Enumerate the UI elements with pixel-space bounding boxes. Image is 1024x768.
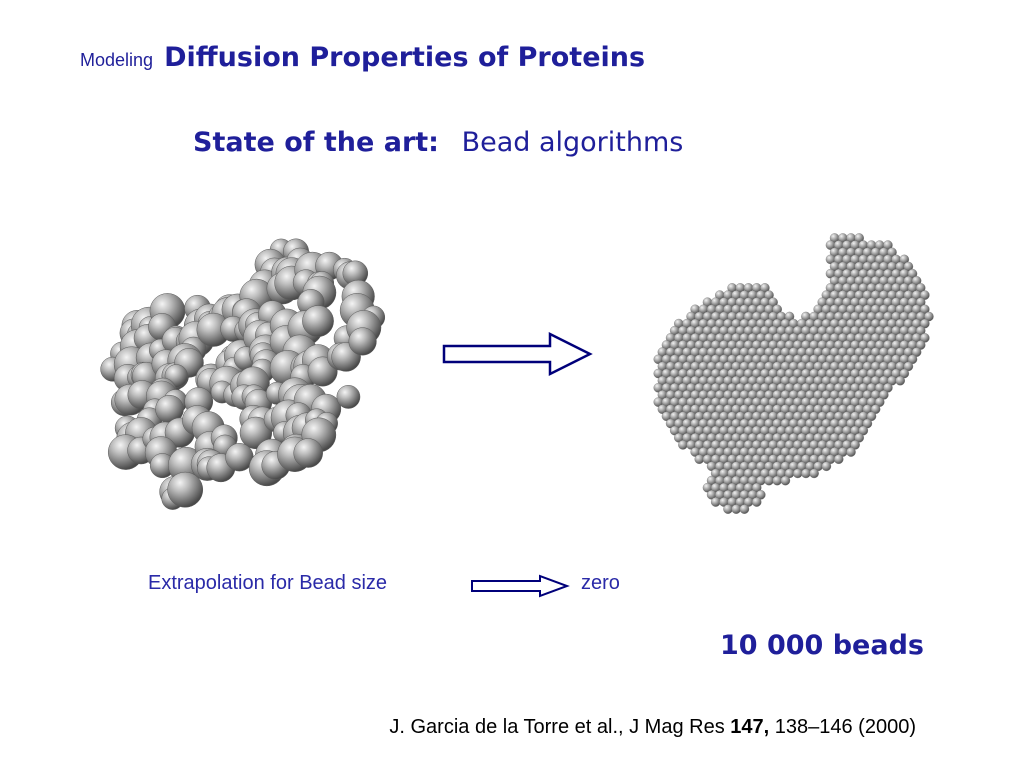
bead-sphere [920,318,930,329]
bead-sphere [915,283,926,293]
bead-sphere [723,504,733,514]
bead-sphere [854,233,864,243]
subtitle-bold: State of the art: [193,127,439,158]
bead-sphere [821,461,832,472]
bead-sphere [768,297,778,307]
bead-sphere [879,390,889,400]
bead-sphere [792,468,803,479]
slide-subtitle: State of the art: Bead algorithms [193,127,683,158]
bead-sphere [899,254,910,265]
atom-sphere [348,327,377,356]
bead-sphere [772,304,782,315]
bead-sphere [694,454,705,464]
bead-sphere [710,497,721,507]
slide-title-row: Modeling Diffusion Properties of Protein… [80,42,645,73]
bead-sphere [874,397,885,407]
slide-title: Diffusion Properties of Proteins [164,42,646,73]
protein-bead-model-image [653,233,934,514]
bead-sphere [895,375,905,386]
subtitle-normal: Bead algorithms [461,127,684,158]
bead-sphere [731,504,741,514]
bead-sphere [751,482,762,493]
bead-sphere [764,475,774,486]
title-prefix: Modeling [80,50,154,70]
bead-sphere [833,454,844,464]
bead-sphere [862,418,873,429]
bead-sphere [883,383,893,393]
bead-sphere [920,290,930,300]
bead-sphere [801,468,811,479]
bead-sphere [920,304,930,315]
bead-sphere [850,440,860,450]
atom-sphere [336,385,361,409]
bead-sphere [920,333,930,343]
bead-sphere [911,276,922,286]
bead-sphere [883,240,893,250]
protein-atomic-model-image [100,238,386,510]
bead-sphere [915,297,926,307]
bead-sphere [809,468,819,479]
extrapolation-target: zero [581,572,620,594]
atom-sphere [167,471,204,508]
bead-sphere [780,475,791,486]
bead-sphere [924,311,934,322]
extrapolation-label: Extrapolation for Bead size [148,572,388,594]
reference-authors: J. Garcia de la Torre et al., J Mag Res [389,716,725,738]
bead-sphere [739,504,750,514]
bead-sphere [899,368,910,379]
bead-sphere [911,347,922,357]
big-arrow-icon [442,331,593,377]
bead-sphere [846,447,856,457]
bead-sphere [854,433,864,443]
atom-sphere [293,438,323,468]
reference-volume: 147, [730,716,770,738]
bead-sphere [915,340,926,350]
bead-sphere [764,290,774,300]
bead-sphere [870,404,881,414]
bead-sphere [907,268,918,279]
bead-sphere [907,354,918,365]
reference-citation: J. Garcia de la Torre et al., J Mag Res … [389,716,916,739]
bead-sphere [751,497,762,507]
bead-sphere [858,425,869,436]
bead-sphere [866,411,877,422]
atom-sphere [302,305,334,337]
bead-sphere [756,490,766,500]
bead-sphere [678,440,688,450]
bead-sphere [903,261,914,272]
reference-pages: 138–146 (2000) [774,716,916,738]
bead-sphere [887,247,897,258]
bead-sphere [915,325,926,336]
small-arrow-icon [471,574,570,598]
bead-sphere [772,475,782,486]
bead-sphere [903,361,914,372]
bead-sphere [784,311,795,322]
bead-count: 10 000 beads [720,630,924,661]
bead-sphere [760,283,770,293]
